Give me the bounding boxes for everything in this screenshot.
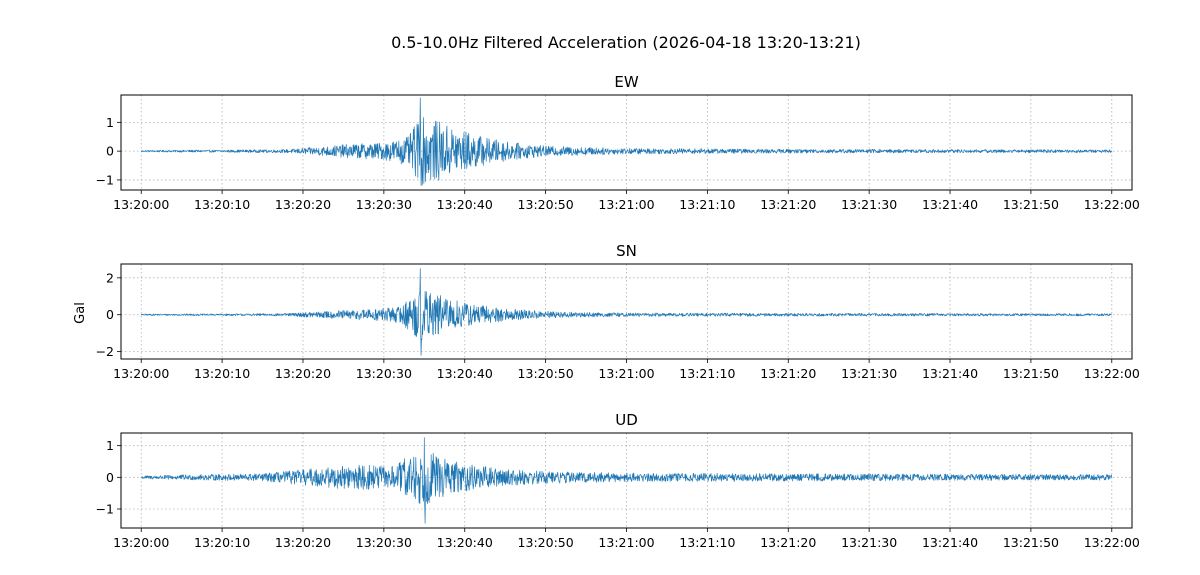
x-tick-label: 13:20:50 [518,366,574,381]
x-tick-label: 13:22:00 [1084,535,1140,550]
x-tick-label: 13:20:00 [113,366,169,381]
x-tick-label: 13:20:30 [356,197,412,212]
x-tick-label: 13:21:00 [598,197,654,212]
x-tick-label: 13:20:30 [356,535,412,550]
x-tick-label: 13:21:20 [760,535,816,550]
x-tick-label: 13:21:50 [1003,535,1059,550]
x-tick-label: 13:20:40 [437,535,493,550]
x-tick-label: 13:20:20 [275,197,331,212]
x-tick-label: 13:20:20 [275,535,331,550]
x-tick-label: 13:21:30 [841,197,897,212]
y-tick-label: 0 [106,307,114,322]
x-tick-label: 13:20:50 [518,535,574,550]
y-tick-label: 1 [106,115,114,130]
x-tick-label: 13:20:40 [437,197,493,212]
x-tick-label: 13:20:10 [194,197,250,212]
waveform-ud [141,437,1113,524]
x-tick-label: 13:21:00 [598,535,654,550]
x-tick-label: 13:21:10 [679,535,735,550]
y-tick-label: 1 [106,438,114,453]
x-tick-label: 13:20:30 [356,366,412,381]
y-tick-label: −2 [96,344,114,359]
axes-frame-ew [120,94,1133,191]
x-tick-label: 13:21:40 [922,366,978,381]
x-tick-label: 13:20:00 [113,197,169,212]
waveform-ew [140,97,1113,187]
x-tick-label: 13:21:40 [922,197,978,212]
panel-title-ud: UD [615,411,638,429]
y-tick-label: −1 [96,172,114,187]
y-tick-label: −1 [96,502,114,517]
panel-ud: UD 13:20:00 13:20:10 13:20:20 13:20:30 13:20:… [96,411,1140,550]
x-tick-label: 13:22:00 [1084,197,1140,212]
x-tick-label: 13:20:10 [194,535,250,550]
x-tick-label: 13:22:00 [1084,366,1140,381]
x-tick-label: 13:21:10 [679,197,735,212]
x-tick-label: 13:21:30 [841,366,897,381]
x-tick-label: 13:21:10 [679,366,735,381]
chart-title: 0.5-10.0Hz Filtered Acceleration (2026-0… [391,33,861,52]
x-tick-label: 13:21:00 [598,366,654,381]
panel-sn: SN 13:20:00 13:20:10 13:20:20 13:20:30 13:20:… [96,242,1140,381]
axes-frame-sn [120,263,1133,360]
x-tick-label: 13:20:20 [275,366,331,381]
x-tick-label: 13:21:50 [1003,197,1059,212]
axes-frame-ud [120,432,1133,529]
x-tick-label: 13:21:50 [1003,366,1059,381]
x-tick-label: 13:20:50 [518,197,574,212]
y-tick-label: 2 [106,270,114,285]
x-tick-label: 13:21:30 [841,535,897,550]
panel-title-sn: SN [616,242,637,260]
x-tick-label: 13:20:40 [437,366,493,381]
x-tick-label: 13:20:10 [194,366,250,381]
y-tick-label: 0 [106,470,114,485]
x-tick-label: 13:21:20 [760,366,816,381]
panels-group: EW 13:20:00 13:20:10 13:20:20 13:20:30 13:20:… [96,73,1140,550]
panel-title-ew: EW [614,73,638,91]
x-tick-label: 13:20:00 [113,535,169,550]
x-tick-label: 13:21:20 [760,197,816,212]
x-tick-label: 13:21:40 [922,535,978,550]
y-tick-label: 0 [106,144,114,159]
y-axis-label: Gal [73,302,88,324]
waveform-sn [140,268,1112,356]
panel-ew: EW 13:20:00 13:20:10 13:20:20 13:20:30 13:20:… [96,73,1140,212]
